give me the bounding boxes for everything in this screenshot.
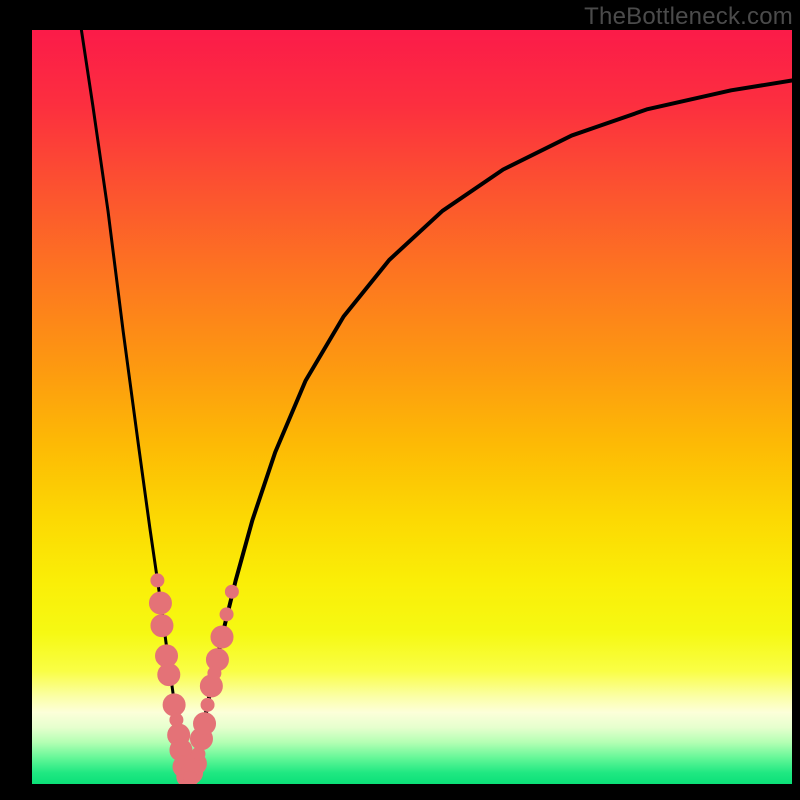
plot-background xyxy=(32,30,792,784)
data-marker xyxy=(149,592,171,614)
data-marker xyxy=(151,615,173,637)
data-marker xyxy=(170,713,183,726)
data-marker xyxy=(220,608,233,621)
data-marker xyxy=(201,698,214,711)
data-marker xyxy=(225,585,238,598)
data-marker xyxy=(158,664,180,686)
chart-svg xyxy=(0,0,800,800)
data-marker xyxy=(163,694,185,716)
outer-frame-left xyxy=(0,0,32,800)
data-marker xyxy=(211,626,233,648)
stage: TheBottleneck.com xyxy=(0,0,800,800)
data-marker xyxy=(208,667,221,680)
data-marker xyxy=(194,713,216,735)
data-marker xyxy=(192,747,205,760)
outer-frame-bottom xyxy=(0,784,800,800)
data-marker xyxy=(151,574,164,587)
watermark-text: TheBottleneck.com xyxy=(584,3,793,31)
data-marker xyxy=(184,771,197,784)
outer-frame-right xyxy=(792,0,800,800)
